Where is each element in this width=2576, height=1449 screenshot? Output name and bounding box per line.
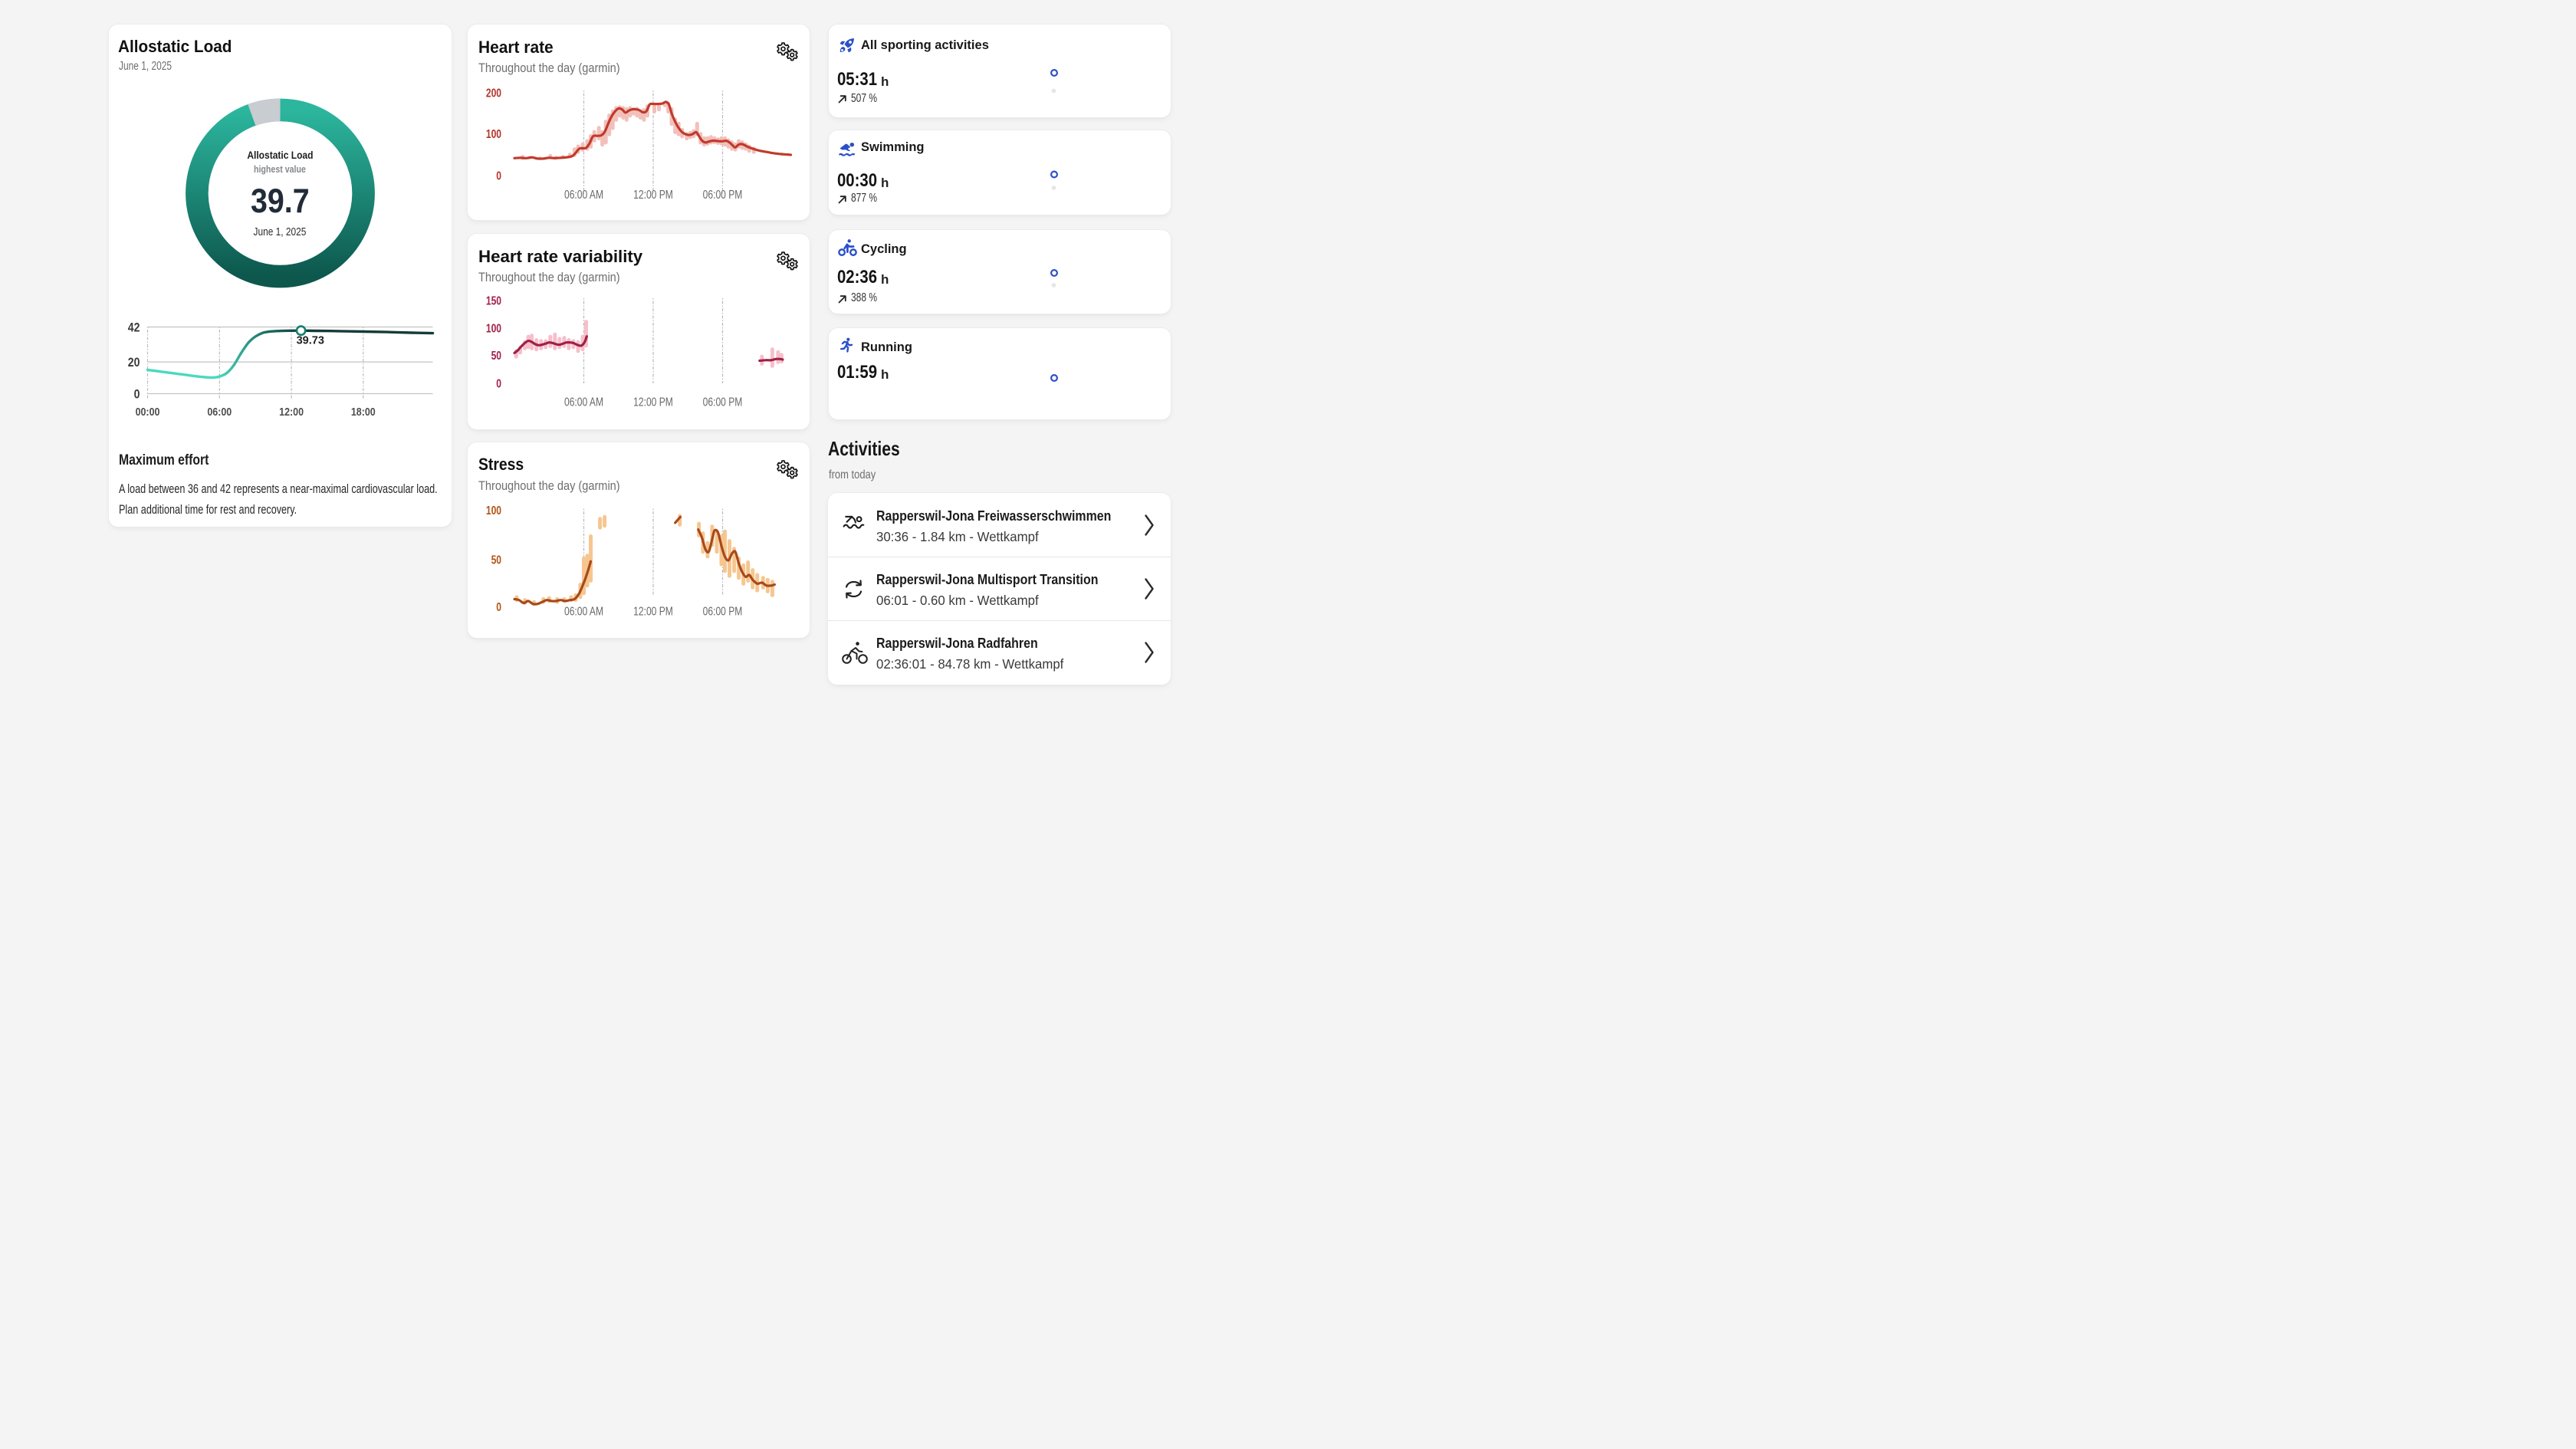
svg-text:06:00 PM: 06:00 PM — [703, 395, 743, 409]
svg-text:42: 42 — [127, 320, 140, 334]
svg-text:06:00: 06:00 — [207, 406, 232, 418]
svg-text:150: 150 — [486, 294, 501, 307]
svg-text:50: 50 — [491, 349, 502, 363]
svg-text:0: 0 — [133, 387, 140, 401]
svg-text:12:00 PM: 12:00 PM — [633, 395, 673, 409]
svg-text:18:00: 18:00 — [350, 406, 375, 418]
svg-text:12:00: 12:00 — [279, 406, 304, 418]
svg-text:12:00 PM: 12:00 PM — [633, 188, 673, 202]
svg-text:06:00 AM: 06:00 AM — [564, 604, 603, 618]
svg-text:200: 200 — [486, 86, 501, 100]
svg-text:20: 20 — [127, 355, 140, 369]
svg-text:100: 100 — [486, 321, 501, 335]
svg-text:06:00 PM: 06:00 PM — [703, 604, 743, 618]
svg-text:39.73: 39.73 — [296, 334, 324, 347]
svg-text:50: 50 — [491, 553, 502, 567]
svg-text:06:00 AM: 06:00 AM — [564, 395, 603, 409]
svg-text:0: 0 — [496, 169, 501, 182]
svg-text:0: 0 — [496, 376, 501, 390]
svg-text:06:00 AM: 06:00 AM — [564, 188, 603, 202]
svg-text:0: 0 — [496, 600, 501, 613]
svg-text:00:00: 00:00 — [135, 406, 159, 418]
svg-text:06:00 PM: 06:00 PM — [703, 188, 743, 202]
svg-text:12:00 PM: 12:00 PM — [633, 604, 673, 618]
svg-text:100: 100 — [486, 503, 501, 517]
svg-text:100: 100 — [486, 127, 501, 141]
